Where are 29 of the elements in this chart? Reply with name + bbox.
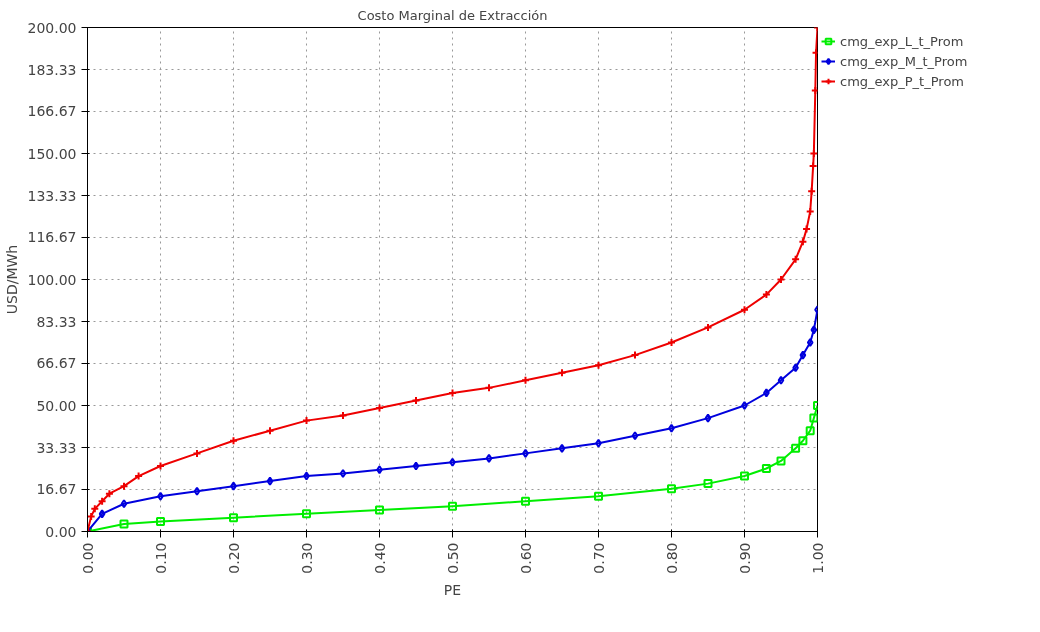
x-tick-label: 0.30 bbox=[298, 542, 315, 574]
x-tick-label: 0.70 bbox=[590, 542, 607, 574]
y-tick-label: 83.33 bbox=[36, 313, 77, 330]
y-tick-label: 150.00 bbox=[27, 145, 77, 162]
y-tick-label: 200.00 bbox=[27, 19, 77, 36]
legend-label: cmg_exp_P_t_Prom bbox=[840, 73, 965, 89]
y-tick-label: 33.33 bbox=[36, 439, 77, 456]
x-tick-label: 0.50 bbox=[444, 542, 461, 574]
y-tick-label: 50.00 bbox=[36, 397, 77, 414]
y-axis-title: USD/MWh bbox=[3, 244, 20, 315]
y-tick-label: 66.67 bbox=[36, 355, 77, 372]
x-tick-label: 1.00 bbox=[809, 542, 826, 574]
legend-label: cmg_exp_M_t_Prom bbox=[840, 53, 968, 69]
chart-title: Costo Marginal de Extracción bbox=[357, 7, 548, 23]
y-tick-label: 183.33 bbox=[27, 61, 77, 78]
y-tick-label: 133.33 bbox=[27, 187, 77, 204]
x-tick-label: 0.60 bbox=[517, 542, 534, 574]
x-tick-label: 0.10 bbox=[152, 542, 169, 574]
y-tick-label: 116.67 bbox=[27, 229, 77, 246]
x-tick-label: 0.90 bbox=[736, 542, 753, 574]
y-tick-label: 0.00 bbox=[45, 523, 77, 540]
legend-label: cmg_exp_L_t_Prom bbox=[840, 33, 964, 49]
x-tick-label: 0.80 bbox=[663, 542, 680, 574]
y-tick-label: 16.67 bbox=[36, 481, 77, 498]
x-tick-label: 0.40 bbox=[371, 542, 388, 574]
y-tick-label: 166.67 bbox=[27, 103, 77, 120]
x-axis-title: PE bbox=[443, 581, 462, 598]
y-tick-label: 100.00 bbox=[27, 271, 77, 288]
x-tick-label: 0.20 bbox=[225, 542, 242, 574]
